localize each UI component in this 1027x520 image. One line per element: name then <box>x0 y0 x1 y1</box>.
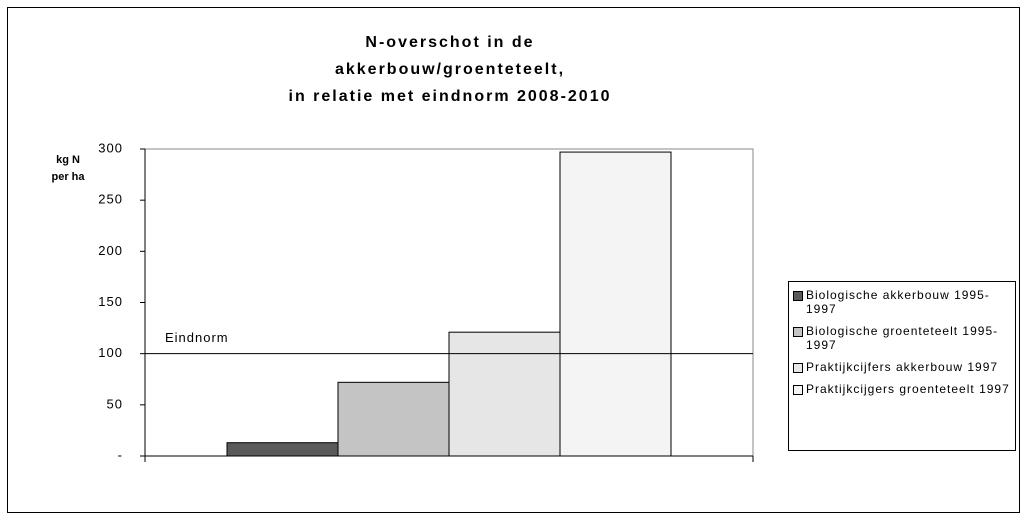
y-tick-label: 200 <box>98 243 123 258</box>
chart-border <box>7 7 1020 513</box>
legend-swatch <box>793 327 803 337</box>
legend-item: Praktijkcijfers akkerbouw 1997 <box>793 360 1011 374</box>
legend-label: Praktijkcijfers akkerbouw 1997 <box>806 360 999 374</box>
y-tick-label: 250 <box>98 192 123 207</box>
y-tick-label: 150 <box>98 294 123 309</box>
chart-title: N-overschot in de <box>365 34 534 51</box>
y-tick-label: 100 <box>98 345 123 360</box>
legend-label: Biologische akkerbouw 1995-1997 <box>806 288 990 316</box>
y-axis-label: per ha <box>51 171 85 183</box>
legend-swatch <box>793 385 803 395</box>
legend: Biologische akkerbouw 1995-1997 Biologisc… <box>788 281 1016 451</box>
y-tick-label: 50 <box>107 396 123 411</box>
bar <box>337 381 450 457</box>
legend-swatch <box>793 363 803 373</box>
y-tick-label: 300 <box>98 140 123 155</box>
bar <box>448 331 561 457</box>
legend-item: Praktijkcijgers groenteteelt 1997 <box>793 382 1011 396</box>
legend-label: Biologische groenteteelt 1995-1997 <box>806 324 999 352</box>
chart-title: in relatie met eindnorm 2008-2010 <box>289 88 612 105</box>
bar <box>226 442 339 457</box>
bar <box>559 151 672 457</box>
y-tick-label: - <box>118 447 123 462</box>
legend-swatch <box>793 291 803 301</box>
legend-label: Praktijkcijgers groenteteelt 1997 <box>806 382 1010 396</box>
legend-item: Biologische groenteteelt 1995-1997 <box>793 324 1011 352</box>
reference-label: Eindnorm <box>165 330 229 345</box>
y-axis-label: kg N <box>56 154 80 166</box>
chart-title: akkerbouw/groenteteelt, <box>335 61 565 78</box>
legend-item: Biologische akkerbouw 1995-1997 <box>793 288 1011 316</box>
